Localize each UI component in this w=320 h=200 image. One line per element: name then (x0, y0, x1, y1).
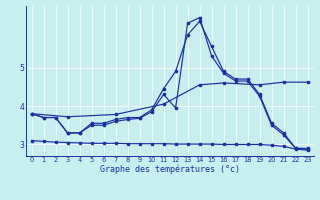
X-axis label: Graphe des températures (°c): Graphe des températures (°c) (100, 165, 240, 174)
